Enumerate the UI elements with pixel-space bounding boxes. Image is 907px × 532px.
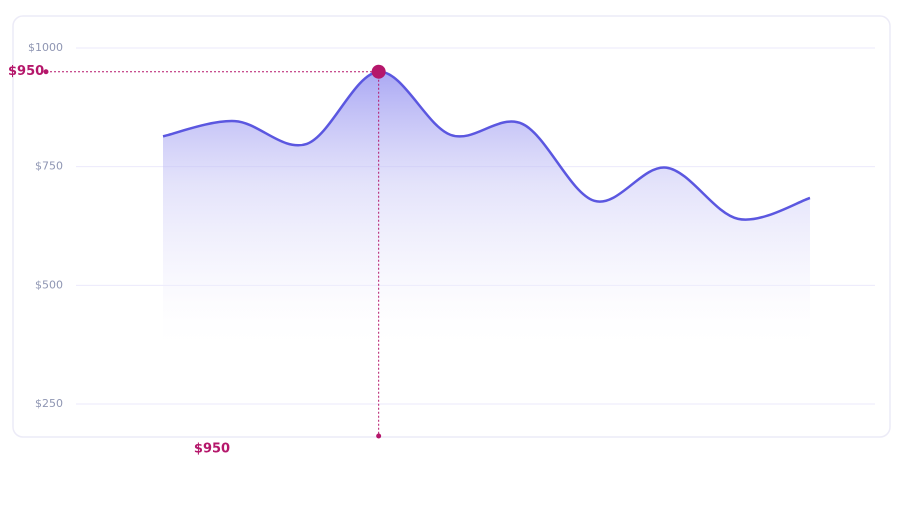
y-tick-label: $1000: [28, 41, 63, 54]
area-fill: [163, 71, 810, 355]
y-tick-label: $750: [35, 160, 63, 173]
highlight-x-label: $950: [194, 442, 230, 457]
highlight-y-label: $950: [8, 64, 44, 79]
y-tick-label: $250: [35, 397, 63, 410]
area-line: [162, 70, 811, 221]
y-tick-label: $500: [35, 278, 63, 291]
guide-dot: [43, 69, 49, 75]
highlight-point: [371, 64, 386, 79]
guide-dot: [376, 433, 382, 439]
